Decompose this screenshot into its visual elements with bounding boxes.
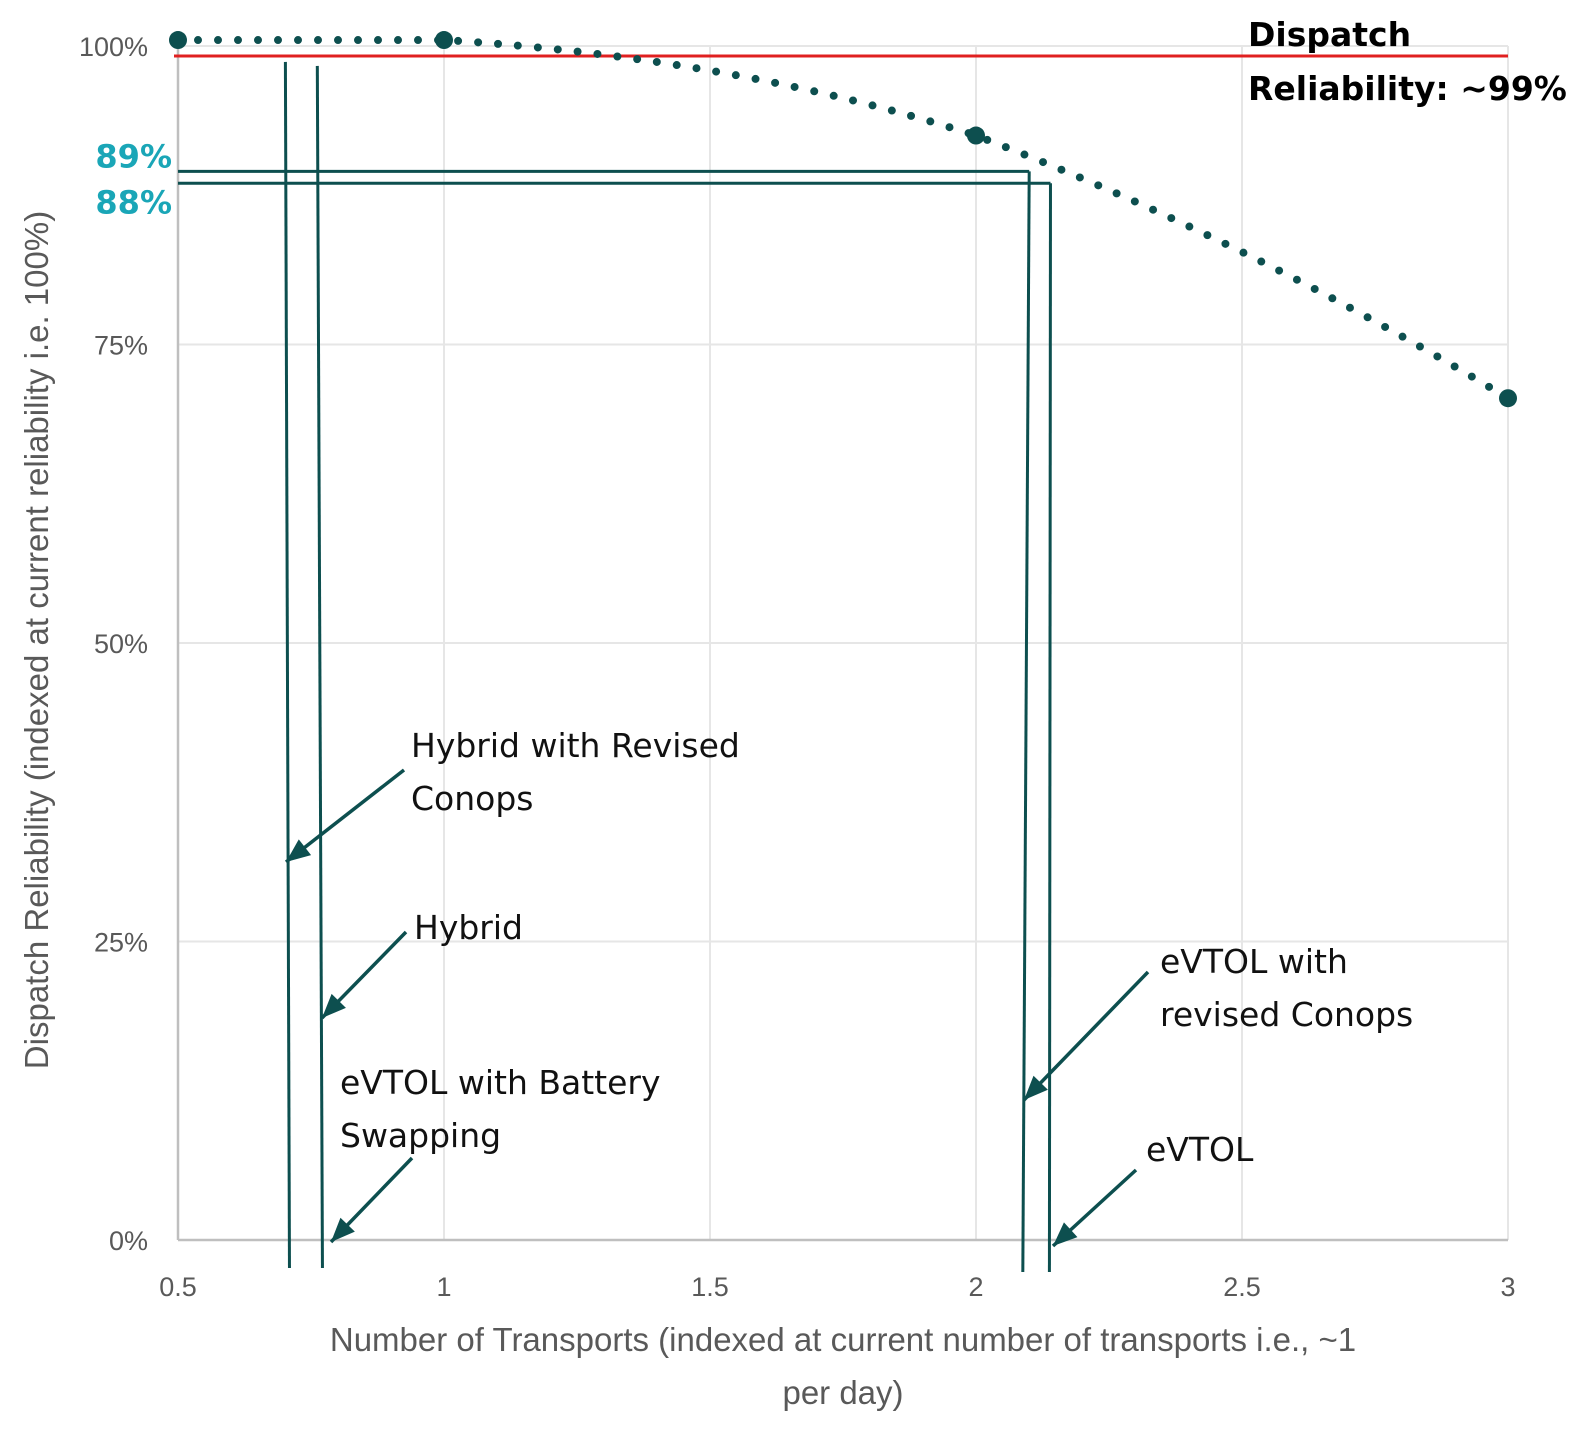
evtol-revised-conops-label: revised Conops [1160, 995, 1413, 1034]
y-tick-label: 50% [94, 629, 148, 659]
annotation-layer: 89% 88% Dispatch Reliability: ~99% Hybrid wi… [95, 15, 1566, 1169]
reliability-curve-layer [169, 31, 1517, 408]
y-tick-label: 75% [94, 331, 148, 361]
level-label-88: 88% [95, 183, 172, 221]
curve-point [1499, 389, 1517, 408]
x-tick-label: 2 [968, 1272, 983, 1302]
axis-layer: 0.5 1 1.5 2 2.5 3 0% 25% 50% 75% 100% Number of Tra… [18, 32, 1516, 1411]
hybrid-vline [315, 65, 324, 1269]
y-tick-label: 0% [109, 1226, 148, 1256]
curve-point [435, 31, 453, 50]
hybrid-label: Hybrid [414, 908, 523, 947]
evtol-vline [1047, 183, 1052, 1273]
x-axis-title: per day) [782, 1374, 903, 1411]
evtol-battery-swapping-label: Swapping [340, 1116, 501, 1155]
curve-point [967, 126, 985, 145]
dispatch-reliability-label: Dispatch [1248, 15, 1411, 54]
arrow-evtol-battery-swapping-head [331, 1217, 355, 1242]
arrow-hybrid-revised-conops [284, 768, 406, 864]
grid-layer [178, 45, 1509, 1240]
evtol-battery-swapping-label: eVTOL with Battery [340, 1063, 661, 1102]
x-tick-label: 1.5 [691, 1272, 729, 1302]
x-tick-label: 1 [436, 1272, 451, 1302]
y-axis-title: Dispatch Reliability (indexed at current… [18, 211, 55, 1069]
y-tick-label: 100% [79, 32, 148, 62]
arrow-evtol-revised-conops [1022, 970, 1150, 1102]
evtol-label: eVTOL [1146, 1130, 1254, 1169]
arrow-hybrid-revised-conops-head [286, 839, 312, 862]
evtol-revised-conops-vline [1021, 171, 1031, 1273]
hybrid-revised-conops-vline [283, 61, 291, 1269]
curve-point [169, 31, 187, 50]
level-label-89: 89% [95, 137, 172, 175]
arrow-evtol-head [1053, 1222, 1078, 1246]
hybrid-revised-conops-label: Conops [411, 779, 533, 818]
y-tick-label: 25% [94, 928, 148, 958]
x-tick-label: 2.5 [1223, 1272, 1261, 1302]
hybrid-revised-conops-label: Hybrid with Revised [411, 726, 740, 765]
marker-lines-layer [174, 54, 1508, 1273]
dispatch-reliability-label: Reliability: ~99% [1248, 69, 1567, 108]
arrow-evtol-revised-conops-head [1024, 1075, 1048, 1100]
x-axis-title: Number of Transports (indexed at current… [330, 1321, 1356, 1358]
x-tick-label: 3 [1500, 1272, 1515, 1302]
evtol-revised-conops-label: eVTOL with [1160, 942, 1348, 981]
x-tick-label: 0.5 [159, 1272, 197, 1302]
arrow-hybrid-head [322, 993, 346, 1018]
